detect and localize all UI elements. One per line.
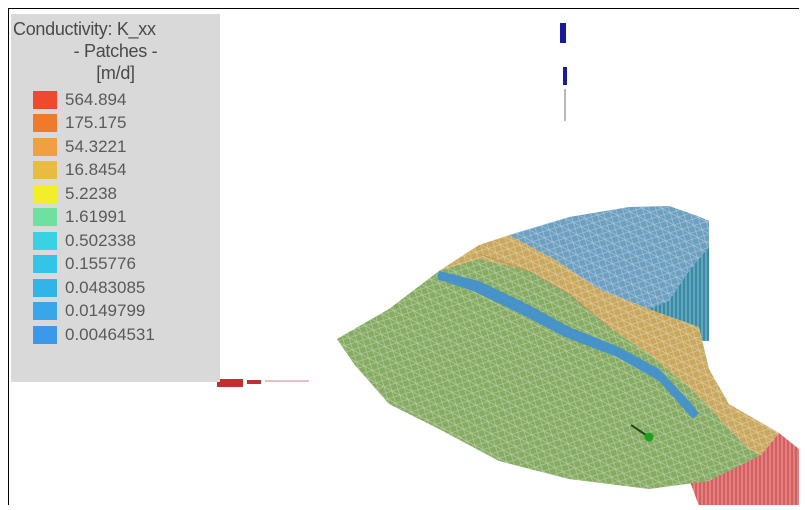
legend-unit: [m/d] <box>96 63 135 83</box>
legend-items: 564.894 175.175 54.3221 16.8454 5.2238 1… <box>11 88 220 347</box>
blue-channel-strip <box>437 271 699 419</box>
legend-label: 175.175 <box>65 113 127 133</box>
blue-marker-mid <box>563 67 567 85</box>
legend-label: 0.00464531 <box>65 324 155 344</box>
legend-label: 1.61991 <box>65 207 127 227</box>
legend-item: 0.00464531 <box>11 323 220 347</box>
model-viewport[interactable]: Conductivity: K_xx - Patches - [m/d] 564… <box>8 8 799 505</box>
green-probe-marker <box>644 432 654 442</box>
legend-swatch <box>33 137 57 156</box>
legend-title: Conductivity: K_xx <box>13 19 156 39</box>
legend-label: 564.894 <box>65 89 127 109</box>
legend-swatch <box>33 255 57 274</box>
legend-item: 0.0483085 <box>11 276 220 300</box>
legend-label: 0.502338 <box>65 230 136 250</box>
tan-zone-mesh <box>439 235 779 455</box>
red-side-wall <box>689 433 799 505</box>
conductivity-legend: Conductivity: K_xx - Patches - [m/d] 564… <box>11 14 220 382</box>
legend-label: 0.155776 <box>65 254 136 274</box>
legend-label: 16.8454 <box>65 160 127 180</box>
legend-swatch <box>33 231 57 250</box>
legend-item: 1.61991 <box>11 206 220 230</box>
legend-swatch <box>33 161 57 180</box>
legend-item: 564.894 <box>11 88 220 112</box>
legend-item: 0.155776 <box>11 253 220 277</box>
legend-swatch <box>33 114 57 133</box>
legend-label: 0.0149799 <box>65 301 146 321</box>
red-marker-left <box>217 379 243 387</box>
legend-label: 5.2238 <box>65 183 117 203</box>
legend-item: 54.3221 <box>11 135 220 159</box>
legend-item: 175.175 <box>11 112 220 136</box>
legend-item: 0.502338 <box>11 229 220 253</box>
blue-marker-top <box>560 23 566 43</box>
legend-swatch <box>33 208 57 227</box>
legend-item: 0.0149799 <box>11 300 220 324</box>
green-zone-mesh <box>337 254 761 489</box>
legend-subtitle: - Patches - <box>73 41 158 61</box>
legend-swatch <box>33 325 57 344</box>
blue-zone-mesh <box>509 206 709 309</box>
legend-label: 54.3221 <box>65 136 127 156</box>
legend-swatch <box>33 90 57 109</box>
legend-swatch <box>33 184 57 203</box>
legend-swatch <box>33 302 57 321</box>
legend-item: 16.8454 <box>11 159 220 183</box>
legend-swatch <box>33 278 57 297</box>
3d-model-scene[interactable] <box>9 9 799 505</box>
legend-label: 0.0483085 <box>65 277 146 297</box>
legend-item: 5.2238 <box>11 182 220 206</box>
